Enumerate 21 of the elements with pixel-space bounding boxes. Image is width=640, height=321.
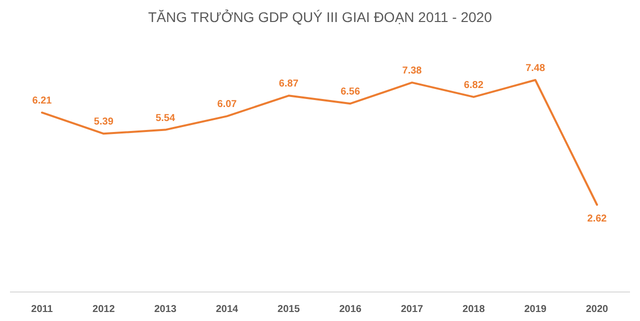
- x-tick-label: 2018: [462, 304, 486, 315]
- data-label: 5.54: [156, 112, 176, 124]
- data-label: 2.62: [587, 214, 608, 225]
- chart-title: TĂNG TRƯỞNG GDP QUÝ III GIAI ĐOẠN 2011 - 2020: [148, 9, 492, 25]
- x-tick-label: 2019: [524, 304, 547, 315]
- x-tick-label: 2020: [586, 304, 609, 315]
- x-tick-label: 2012: [92, 304, 116, 315]
- data-label: 6.82: [464, 80, 484, 91]
- data-label: 6.21: [32, 96, 52, 107]
- x-tick-label: 2014: [216, 304, 239, 315]
- data-label: 6.87: [278, 78, 299, 90]
- x-tick-label: 2011: [31, 304, 54, 315]
- x-tick-label: 2013: [154, 304, 177, 315]
- data-label: 5.39: [94, 116, 114, 128]
- data-label: 6.56: [340, 86, 360, 98]
- x-tick-label: 2015: [278, 304, 300, 315]
- data-label: 7.38: [402, 66, 422, 77]
- x-tick-label: 2016: [339, 304, 362, 315]
- x-tick-label: 2017: [400, 304, 424, 315]
- data-label: 7.48: [526, 63, 546, 74]
- data-label: 6.07: [217, 99, 238, 110]
